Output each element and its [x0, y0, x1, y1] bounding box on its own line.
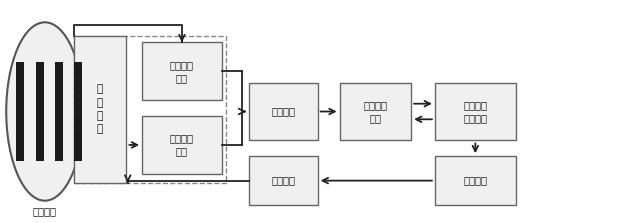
Text: 微机控制
处理系统: 微机控制 处理系统 — [464, 100, 487, 123]
Text: 继电器一: 继电器一 — [272, 107, 295, 116]
Text: 面
源
黑
体: 面 源 黑 体 — [97, 85, 103, 134]
Bar — [74, 62, 82, 161]
Text: 四杆靶标: 四杆靶标 — [33, 206, 57, 216]
Text: 温度传感
器一: 温度传感 器一 — [170, 60, 194, 83]
Ellipse shape — [6, 22, 83, 201]
Bar — [74, 36, 226, 183]
Text: 温差控制
电路: 温差控制 电路 — [363, 100, 388, 123]
Bar — [340, 83, 411, 140]
Text: 温度传感
器二: 温度传感 器二 — [170, 133, 194, 157]
Bar — [55, 62, 63, 161]
Bar — [142, 42, 222, 100]
Bar — [249, 83, 318, 140]
Bar — [435, 156, 516, 205]
Text: 继电器二: 继电器二 — [272, 176, 295, 186]
Bar — [74, 36, 126, 183]
Bar — [142, 116, 222, 174]
Bar — [249, 156, 318, 205]
Bar — [16, 62, 24, 161]
Bar — [435, 83, 516, 140]
Text: 温差设置: 温差设置 — [464, 176, 487, 186]
Bar — [36, 62, 44, 161]
